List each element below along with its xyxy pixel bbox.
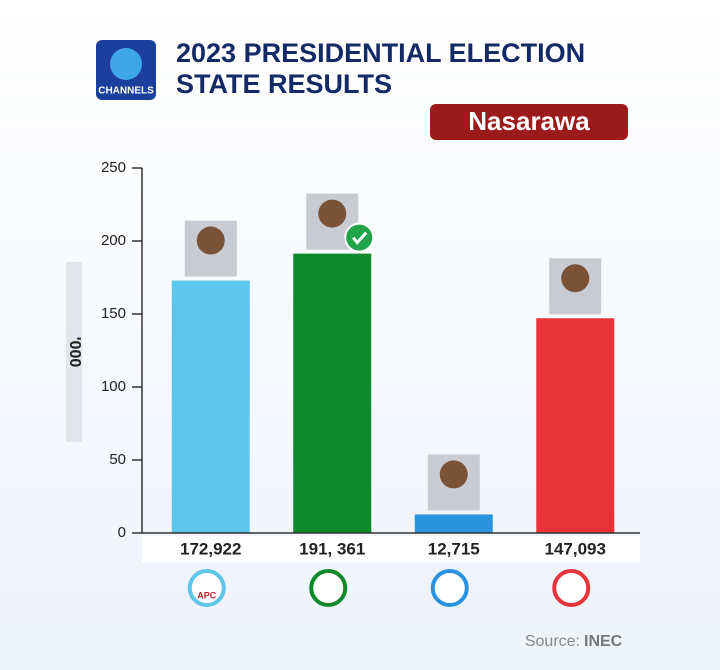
title-line: 2023 PRESIDENTIAL ELECTION xyxy=(176,38,585,68)
bar xyxy=(536,318,615,533)
logo-globe xyxy=(110,48,142,80)
candidate-head xyxy=(318,199,347,228)
y-axis-label: '000 xyxy=(66,337,83,368)
y-tick-label: 50 xyxy=(109,451,126,468)
candidate-head xyxy=(561,264,590,293)
y-tick-label: 100 xyxy=(101,378,126,395)
party-logo-text: APC xyxy=(197,590,217,600)
y-tick-label: 250 xyxy=(101,159,126,176)
state-name: Nasarawa xyxy=(468,106,590,136)
value-strip xyxy=(142,536,640,562)
y-tick-label: 200 xyxy=(101,232,126,249)
axis-label-band xyxy=(66,262,82,442)
value-label: 147,093 xyxy=(545,539,606,558)
source-label: Source: xyxy=(525,633,580,650)
value-label: 172,922 xyxy=(180,539,241,558)
bar xyxy=(293,253,372,533)
value-label: 12,715 xyxy=(428,539,480,558)
candidate-head xyxy=(439,460,468,489)
winner-check-mark xyxy=(352,231,368,245)
party-logo xyxy=(552,569,591,607)
bar xyxy=(414,514,493,533)
party-logo xyxy=(430,569,469,607)
bar xyxy=(171,280,250,533)
candidate-head xyxy=(196,226,225,255)
winner-check xyxy=(344,222,375,253)
value-label: 191, 361 xyxy=(299,539,365,558)
party-logo xyxy=(309,569,348,607)
party-logo xyxy=(187,569,226,607)
source: INEC xyxy=(584,633,623,650)
y-tick-label: 0 xyxy=(118,524,126,541)
y-tick-label: 150 xyxy=(101,305,126,322)
logo-text: CHANNELS xyxy=(98,86,154,97)
title-line: STATE RESULTS xyxy=(176,69,392,99)
state-tag xyxy=(430,104,628,140)
